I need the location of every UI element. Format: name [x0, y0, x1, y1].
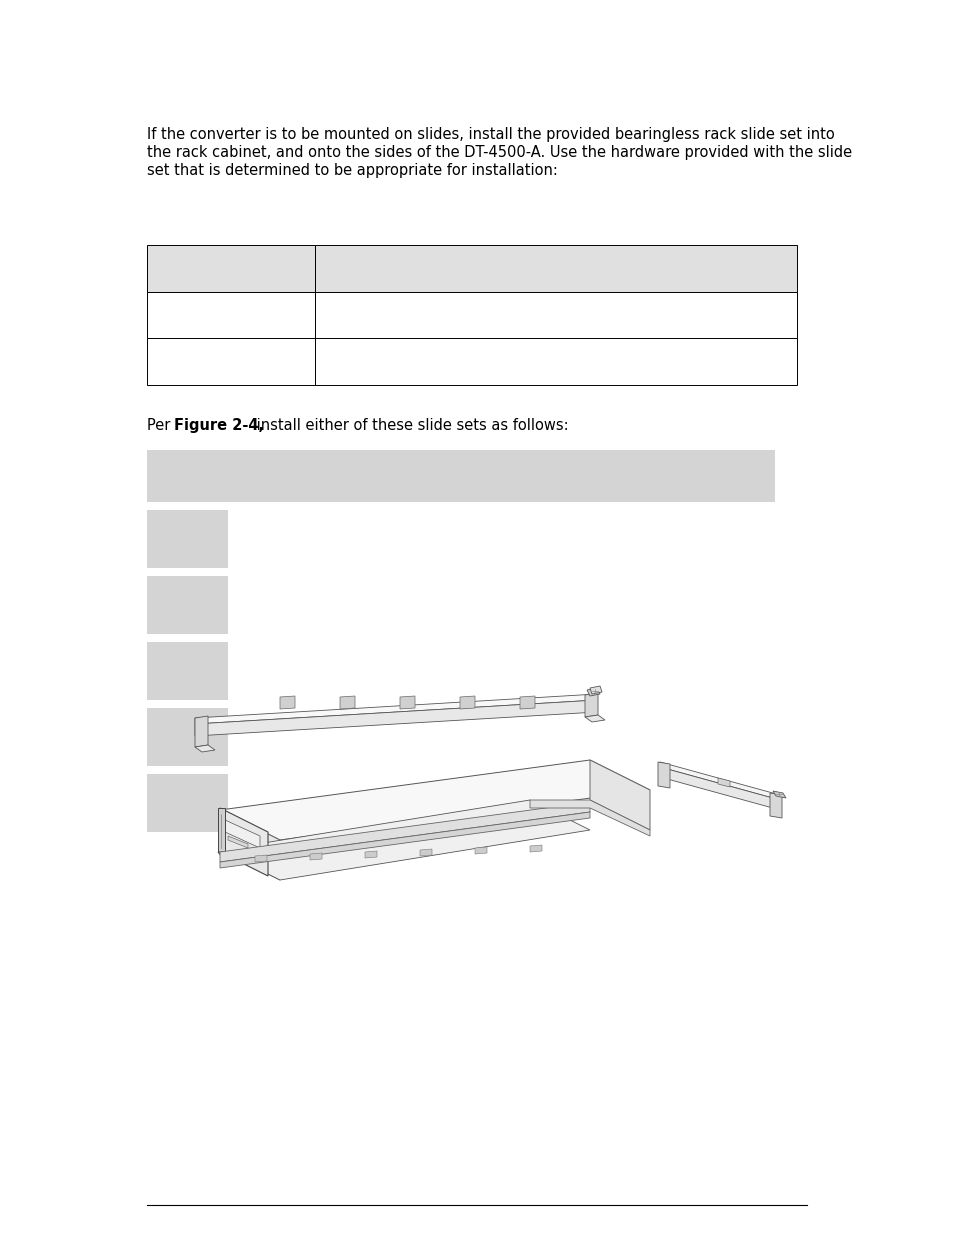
Bar — [147, 576, 228, 634]
Polygon shape — [399, 697, 415, 709]
Bar — [147, 510, 228, 568]
Polygon shape — [365, 851, 376, 858]
Bar — [314, 245, 796, 291]
Polygon shape — [220, 760, 649, 840]
Polygon shape — [475, 847, 486, 853]
Bar — [147, 450, 228, 501]
Polygon shape — [218, 852, 228, 856]
Circle shape — [225, 855, 231, 861]
Polygon shape — [194, 700, 597, 736]
Polygon shape — [658, 762, 669, 788]
Polygon shape — [220, 802, 589, 862]
Polygon shape — [584, 693, 598, 718]
Bar — [147, 708, 228, 766]
Polygon shape — [220, 808, 268, 876]
Polygon shape — [530, 800, 649, 836]
Circle shape — [241, 851, 247, 857]
Polygon shape — [225, 820, 260, 848]
Text: Figure 2-4,: Figure 2-4, — [173, 417, 264, 433]
Text: set that is determined to be appropriate for installation:: set that is determined to be appropriate… — [147, 163, 558, 178]
Polygon shape — [194, 716, 208, 747]
Bar — [314, 338, 796, 385]
Polygon shape — [459, 697, 475, 709]
Bar — [147, 245, 314, 291]
Text: If the converter is to be mounted on slides, install the provided bearingless ra: If the converter is to be mounted on sli… — [147, 127, 834, 142]
Polygon shape — [310, 853, 322, 860]
Text: the rack cabinet, and onto the sides of the DT-4500-A. Use the hardware provided: the rack cabinet, and onto the sides of … — [147, 144, 851, 161]
Polygon shape — [586, 688, 599, 697]
Bar — [147, 774, 228, 832]
Polygon shape — [339, 697, 355, 709]
Text: Per: Per — [147, 417, 174, 433]
Polygon shape — [419, 848, 432, 856]
Polygon shape — [194, 745, 214, 752]
Polygon shape — [228, 836, 248, 848]
Bar — [147, 642, 228, 700]
Text: install either of these slide sets as follows:: install either of these slide sets as fo… — [252, 417, 568, 433]
Polygon shape — [220, 800, 589, 881]
Bar — [147, 338, 314, 385]
Polygon shape — [220, 810, 280, 881]
Bar — [314, 291, 796, 338]
Polygon shape — [218, 808, 225, 852]
Polygon shape — [589, 760, 649, 830]
Bar — [147, 291, 314, 338]
Bar — [228, 450, 774, 501]
Polygon shape — [280, 697, 294, 709]
Polygon shape — [718, 778, 729, 787]
Polygon shape — [659, 767, 780, 810]
Polygon shape — [769, 793, 781, 818]
Polygon shape — [530, 845, 541, 852]
Polygon shape — [584, 715, 604, 722]
Polygon shape — [659, 762, 780, 800]
Polygon shape — [254, 855, 267, 862]
Polygon shape — [772, 790, 785, 798]
Circle shape — [233, 853, 239, 860]
Polygon shape — [589, 685, 601, 694]
Polygon shape — [194, 694, 597, 724]
Polygon shape — [220, 811, 589, 868]
Polygon shape — [519, 697, 535, 709]
